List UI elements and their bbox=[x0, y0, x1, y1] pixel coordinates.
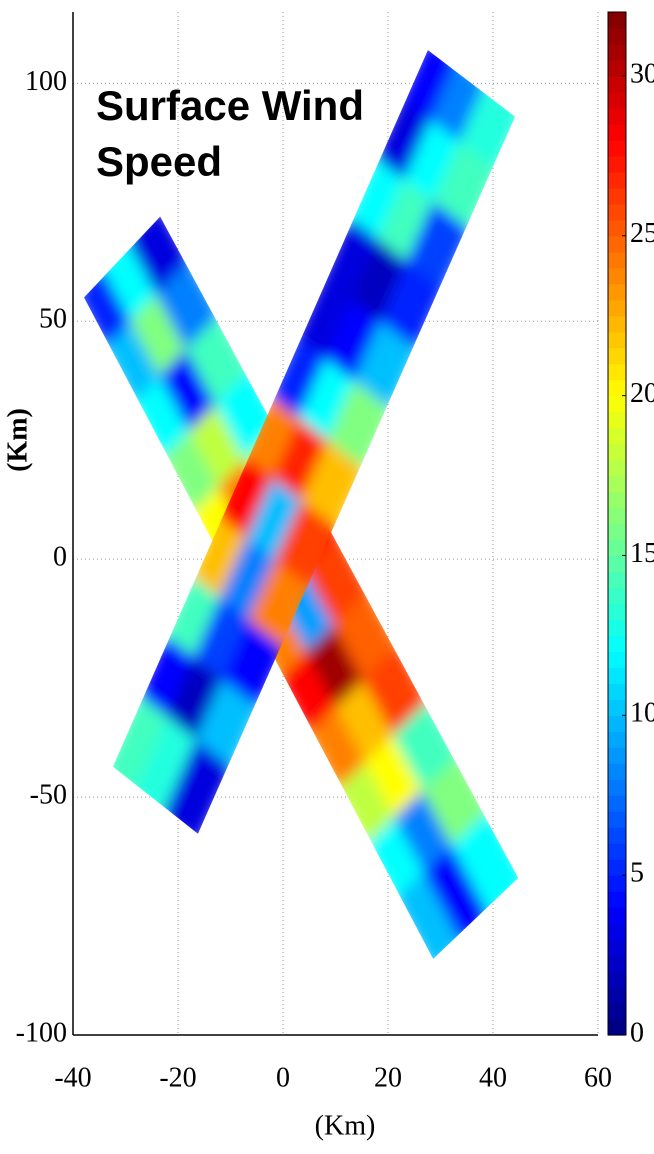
y-tick-label: 0 bbox=[53, 542, 67, 573]
colorbar-segment bbox=[608, 363, 626, 381]
colorbar-segment bbox=[608, 539, 626, 557]
colorbar-segment bbox=[608, 171, 626, 189]
colorbar-segment bbox=[608, 747, 626, 764]
y-tick-label: 50 bbox=[39, 304, 67, 335]
colorbar-segment bbox=[608, 43, 626, 61]
colorbar-segment bbox=[608, 251, 626, 269]
colorbar-segment bbox=[608, 107, 626, 125]
colorbar-segment bbox=[608, 763, 626, 780]
colorbar-segment bbox=[608, 1019, 626, 1036]
colorbar-segment bbox=[608, 731, 626, 748]
colorbar-segment bbox=[608, 395, 626, 413]
colorbar-segment bbox=[608, 811, 626, 828]
colorbar-segment bbox=[608, 875, 626, 892]
colorbar-segment bbox=[608, 267, 626, 285]
colorbar-segment bbox=[608, 91, 626, 109]
colorbar-segment bbox=[608, 987, 626, 1004]
colorbar-segment bbox=[608, 699, 626, 716]
colorbar-segment bbox=[608, 427, 626, 445]
colorbar-segment bbox=[608, 843, 626, 860]
colorbar-segment bbox=[608, 187, 626, 205]
colorbar-segment bbox=[608, 923, 626, 940]
x-tick-label: -20 bbox=[159, 1062, 196, 1093]
colorbar-segment bbox=[608, 315, 626, 333]
colorbar-segment bbox=[608, 523, 626, 541]
colorbar-segment bbox=[608, 491, 626, 509]
colorbar-segment bbox=[608, 12, 626, 29]
chart-title: Surface Wind Speed bbox=[96, 82, 364, 185]
x-tick-label: 20 bbox=[374, 1062, 402, 1093]
colorbar-segment bbox=[608, 155, 626, 173]
colorbar-segment bbox=[608, 379, 626, 397]
y-tick-label: -50 bbox=[30, 780, 67, 811]
colorbar-segment bbox=[608, 507, 626, 525]
colorbar-segment bbox=[608, 443, 626, 461]
x-tick-label: 0 bbox=[276, 1062, 290, 1093]
colorbar-segment bbox=[608, 859, 626, 876]
colorbar-segment bbox=[608, 683, 626, 700]
colorbar-segment bbox=[608, 715, 626, 732]
x-tick-label: 60 bbox=[584, 1062, 612, 1093]
colorbar-segment bbox=[608, 635, 626, 652]
colorbar-segment bbox=[608, 1003, 626, 1020]
colorbar-tick-label: 20 bbox=[630, 378, 654, 409]
colorbar-segment bbox=[608, 299, 626, 317]
colorbar-segment bbox=[608, 971, 626, 988]
colorbar-tick-label: 0 bbox=[630, 1017, 644, 1048]
colorbar-segment bbox=[608, 75, 626, 93]
colorbar-segment bbox=[608, 667, 626, 684]
colorbar-segment bbox=[608, 411, 626, 429]
colorbar-segment bbox=[608, 891, 626, 908]
colorbar-segment bbox=[608, 651, 626, 668]
colorbar-segment bbox=[608, 475, 626, 493]
colorbar-segment bbox=[608, 827, 626, 844]
colorbar-tick-label: 25 bbox=[630, 218, 654, 249]
colorbar-segment bbox=[608, 779, 626, 796]
colorbar-segment bbox=[608, 795, 626, 812]
x-tick-label: -40 bbox=[54, 1062, 91, 1093]
colorbar-segment bbox=[608, 123, 626, 141]
colorbar-segment bbox=[608, 459, 626, 477]
colorbar-segment bbox=[608, 331, 626, 349]
colorbar-segment bbox=[608, 139, 626, 157]
colorbar-tick-label: 30 bbox=[630, 58, 654, 89]
colorbar-segment bbox=[608, 219, 626, 237]
colorbar-tick-label: 15 bbox=[630, 538, 654, 569]
colorbar-segment bbox=[608, 907, 626, 924]
x-tick-label: 40 bbox=[479, 1062, 507, 1093]
colorbar-segment bbox=[608, 235, 626, 253]
y-tick-label: -100 bbox=[16, 1017, 67, 1048]
x-axis-label: (Km) bbox=[315, 1110, 376, 1141]
colorbar-segment bbox=[608, 587, 626, 605]
colorbar-tick-label: 5 bbox=[630, 858, 644, 889]
colorbar-segment bbox=[608, 603, 626, 621]
colorbar-segment bbox=[608, 203, 626, 221]
colorbar-segment bbox=[608, 571, 626, 589]
colorbar-segment bbox=[608, 619, 626, 636]
colorbar-segment bbox=[608, 955, 626, 972]
colorbar-segment bbox=[608, 59, 626, 77]
colorbar-segment bbox=[608, 283, 626, 301]
colorbar-segment bbox=[608, 27, 626, 45]
colorbar-segment bbox=[608, 939, 626, 956]
y-tick-label: 100 bbox=[25, 66, 67, 97]
colorbar-tick-label: 10 bbox=[630, 698, 654, 729]
colorbar-frame bbox=[607, 11, 627, 1036]
colorbar-segment bbox=[608, 555, 626, 573]
colorbar-segment bbox=[608, 347, 626, 365]
y-axis-label: (Km) bbox=[2, 408, 33, 472]
